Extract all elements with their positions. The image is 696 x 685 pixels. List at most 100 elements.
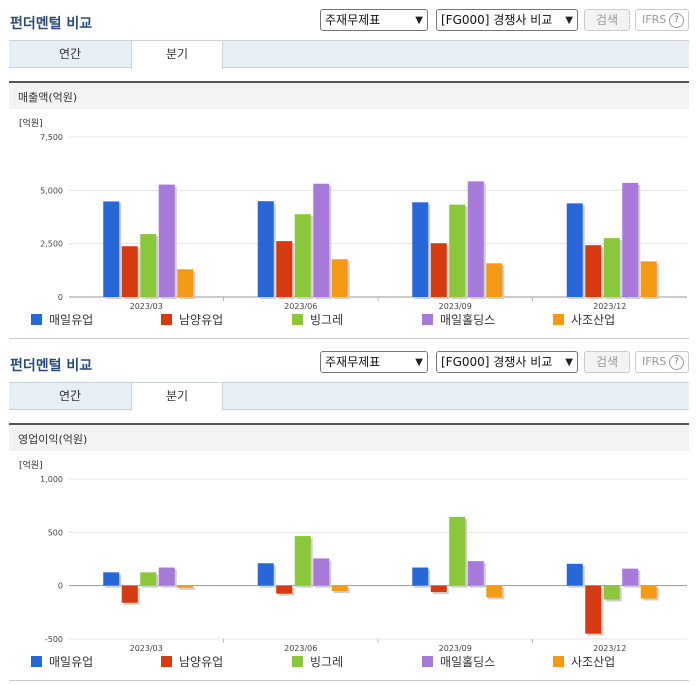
fundamental-section-operating-income: 펀더멘털 비교 주재무제표 ▼ [FG000] 경쟁사 비교 ▼ 검색 IFRS… [0, 342, 696, 684]
bar [622, 568, 639, 586]
bar [622, 182, 639, 297]
legend-swatch [553, 314, 564, 325]
compare-select-value: [FG000] 경쟁사 비교 [441, 13, 553, 27]
section-title: 펀더멘털 비교 [10, 16, 93, 32]
y-tick-label: 7,500 [40, 133, 63, 142]
section-header: 펀더멘털 비교 주재무제표 ▼ [FG000] 경쟁사 비교 ▼ 검색 IFRS… [0, 342, 696, 382]
bar [103, 201, 120, 297]
bar [257, 201, 274, 297]
chevron-down-icon: ▼ [565, 15, 573, 26]
tab-quarterly[interactable]: 분기 [131, 383, 223, 411]
bar [412, 567, 429, 586]
bar [449, 204, 466, 297]
bar [566, 203, 583, 297]
section-divider [9, 338, 689, 339]
revenue-chart-svg: [억원] 0 2,500 5,000 7,500 2023/03 2023/06 2023/0… [19, 117, 687, 327]
x-tick-label: 2023/09 [439, 644, 472, 653]
operating-income-chart-svg: [억원] -500 0 500 1,000 2023/03 2023/06 2023/09 20… [19, 459, 687, 669]
help-icon[interactable]: ? [669, 355, 684, 370]
legend-swatch [31, 314, 42, 325]
compare-select-value: [FG000] 경쟁사 비교 [441, 355, 553, 369]
legend-swatch [553, 656, 564, 667]
bar [121, 585, 138, 603]
ifrs-button[interactable]: IFRS ? [635, 351, 689, 373]
y-tick-label: 1,000 [40, 475, 63, 484]
bar [603, 238, 620, 297]
search-button[interactable]: 검색 [584, 351, 630, 373]
period-tabs: 연간 분기 [9, 40, 689, 69]
bar [467, 561, 484, 586]
tab-annual[interactable]: 연간 [58, 47, 82, 61]
section-header: 펀더멘털 비교 주재무제표 ▼ [FG000] 경쟁사 비교 ▼ 검색 IFRS… [0, 0, 696, 40]
section-title: 펀더멘털 비교 [10, 358, 93, 374]
ifrs-button[interactable]: IFRS ? [635, 9, 689, 31]
bar [313, 183, 330, 297]
bar [140, 234, 157, 297]
legend-swatch [292, 656, 303, 667]
x-tick-label: 2023/06 [284, 644, 317, 653]
statement-select[interactable]: 주재무제표 ▼ [320, 9, 428, 31]
legend-label: 빙그레 [310, 313, 343, 327]
tab-annual[interactable]: 연간 [58, 389, 82, 403]
x-tick-label: 2023/03 [130, 644, 163, 653]
bar [585, 245, 602, 297]
x-tick-label: 2023/12 [593, 644, 626, 653]
y-tick-label: -500 [45, 635, 63, 644]
bar [103, 572, 120, 586]
ifrs-label: IFRS [642, 13, 667, 26]
bar [177, 585, 194, 588]
bar-shadow [179, 587, 196, 590]
bar [430, 585, 447, 593]
chevron-down-icon: ▼ [415, 15, 423, 26]
x-tick-label: 2023/12 [593, 302, 626, 311]
bar [294, 214, 311, 297]
fundamental-section-revenue: 펀더멘털 비교 주재무제표 ▼ [FG000] 경쟁사 비교 ▼ 검색 IFRS… [0, 0, 696, 342]
bar [177, 269, 194, 297]
bar [486, 585, 503, 598]
legend-swatch [422, 656, 433, 667]
legend-swatch [31, 656, 42, 667]
bar [566, 563, 583, 586]
compare-select[interactable]: [FG000] 경쟁사 비교 ▼ [436, 9, 578, 31]
bar [585, 585, 602, 634]
bar [640, 261, 657, 297]
legend-label: 매일유업 [49, 655, 93, 669]
legend-label: 사조산업 [571, 313, 615, 327]
y-tick-label: 5,000 [40, 186, 63, 195]
period-tabs: 연간 분기 [9, 382, 689, 411]
x-tick-label: 2023/03 [130, 302, 163, 311]
bar [412, 202, 429, 297]
bar [467, 181, 484, 297]
section-divider [9, 680, 689, 681]
bar [331, 259, 348, 297]
chart-subheader: 매출액(억원) [9, 81, 689, 109]
x-tick-label: 2023/06 [284, 302, 317, 311]
help-icon[interactable]: ? [669, 13, 684, 28]
statement-select[interactable]: 주재무제표 ▼ [320, 351, 428, 373]
bar [603, 585, 620, 600]
y-tick-label: 500 [48, 528, 63, 537]
bar [257, 563, 274, 586]
legend-label: 남양유업 [179, 655, 223, 669]
y-tick-label: 2,500 [40, 240, 63, 249]
bar [121, 246, 138, 297]
bar [294, 536, 311, 586]
search-button[interactable]: 검색 [584, 9, 630, 31]
statement-select-value: 주재무제표 [325, 13, 381, 27]
bar [158, 567, 175, 586]
legend-label: 빙그레 [310, 655, 343, 669]
operating-income-chart: [억원] -500 0 500 1,000 2023/03 2023/06 2023/09 20… [9, 451, 689, 681]
bar [449, 516, 466, 586]
chart-subheader: 영업이익(억원) [9, 423, 689, 451]
legend-label: 매일홀딩스 [440, 655, 495, 669]
bar [158, 184, 175, 297]
compare-select[interactable]: [FG000] 경쟁사 비교 ▼ [436, 351, 578, 373]
bar [486, 263, 503, 297]
chart-subtitle: 영업이익(억원) [18, 433, 88, 446]
tab-quarterly[interactable]: 분기 [131, 41, 223, 69]
legend-swatch [292, 314, 303, 325]
chart-subtitle: 매출액(억원) [18, 91, 78, 104]
bar [276, 241, 293, 297]
y-tick-label: 0 [58, 293, 63, 302]
revenue-chart: [억원] 0 2,500 5,000 7,500 2023/03 2023/06 2023/0… [9, 109, 689, 339]
